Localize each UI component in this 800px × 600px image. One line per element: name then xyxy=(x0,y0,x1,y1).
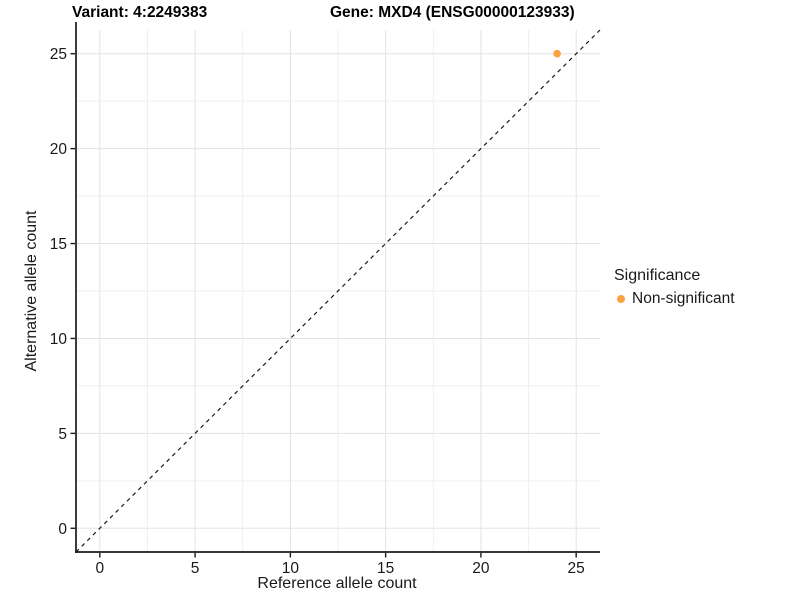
data-point xyxy=(553,49,561,58)
legend-item-label: Non-significant xyxy=(632,290,735,307)
gene-title: Gene: MXD4 (ENSG00000123933) xyxy=(330,4,575,21)
x-tick-label: 10 xyxy=(282,560,300,577)
x-tick-label: 25 xyxy=(568,560,585,577)
y-axis-label: Alternative allele count xyxy=(23,210,40,372)
legend: Significance Non-significant xyxy=(614,267,735,308)
x-axis-label: Reference allele count xyxy=(257,575,417,592)
x-tick-label: 15 xyxy=(377,560,394,577)
y-tick-label: 15 xyxy=(50,236,67,253)
y-tick-label: 10 xyxy=(50,331,68,348)
legend-title: Significance xyxy=(614,267,701,284)
variant-title: Variant: 4:2249383 xyxy=(72,4,208,21)
legend-marker-circle-icon xyxy=(617,295,625,303)
identity-line xyxy=(75,29,601,553)
y-tick-label: 0 xyxy=(58,521,67,538)
y-tick-label: 20 xyxy=(50,141,68,158)
x-tick-label: 0 xyxy=(96,560,105,577)
y-tick-label: 5 xyxy=(58,426,67,443)
x-tick-label: 20 xyxy=(472,560,490,577)
x-tick-label: 5 xyxy=(191,560,200,577)
y-tick-label: 25 xyxy=(50,46,67,63)
legend-item-non-significant: Non-significant xyxy=(614,290,735,308)
